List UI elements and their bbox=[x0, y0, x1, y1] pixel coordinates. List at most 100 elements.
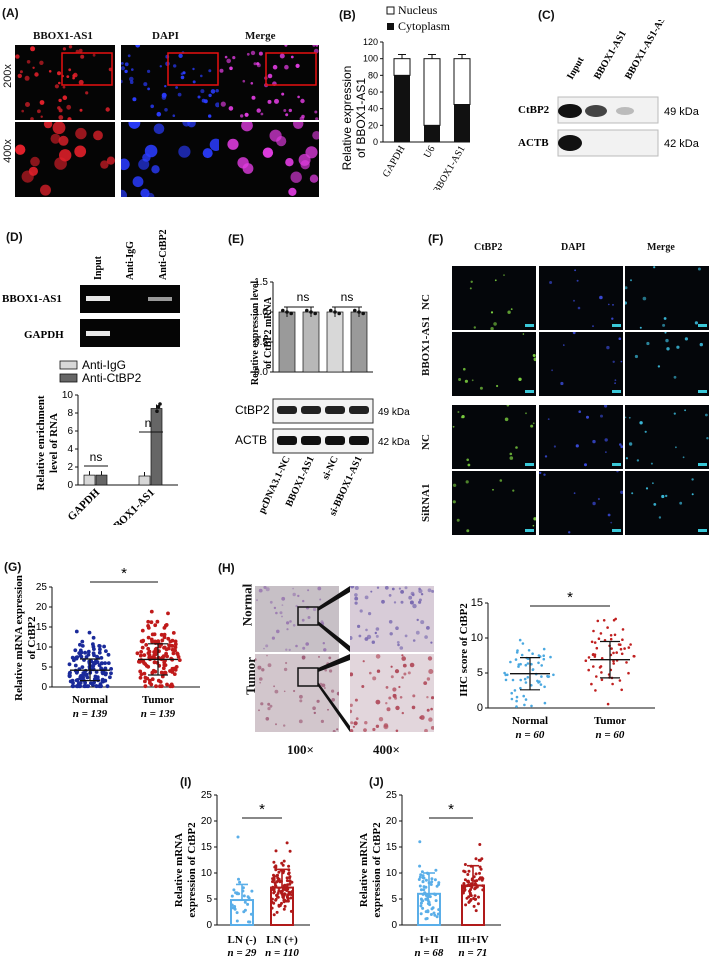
data-point bbox=[593, 655, 597, 658]
band-bbox1-anti-ctbp2 bbox=[148, 297, 172, 301]
data-point bbox=[270, 897, 274, 901]
data-point bbox=[428, 903, 432, 907]
data-point bbox=[74, 655, 79, 660]
scale-bar bbox=[612, 324, 621, 327]
data-point bbox=[510, 697, 514, 701]
data-point bbox=[430, 880, 434, 884]
data-point bbox=[71, 684, 75, 689]
data-point bbox=[435, 915, 439, 919]
data-point bbox=[161, 666, 166, 671]
y-tick-label: 40 bbox=[368, 104, 378, 114]
data-point bbox=[472, 904, 476, 908]
data-point bbox=[503, 671, 506, 675]
data-point bbox=[288, 882, 292, 886]
scale-bar bbox=[525, 529, 534, 532]
bar bbox=[350, 311, 368, 373]
panel-f-row-sirna1: SiRNA1 bbox=[420, 483, 432, 522]
data-point bbox=[102, 644, 106, 649]
data-point bbox=[437, 908, 441, 912]
data-point bbox=[538, 680, 541, 683]
data-point bbox=[473, 879, 477, 883]
bar-anti-igg bbox=[138, 475, 151, 486]
data-point bbox=[463, 863, 467, 866]
data-point bbox=[520, 653, 524, 657]
scale-bar bbox=[698, 324, 707, 327]
data-point bbox=[285, 876, 289, 880]
data-point bbox=[231, 906, 235, 910]
lane-input: Input bbox=[93, 255, 104, 280]
data-point bbox=[288, 849, 292, 853]
data-point bbox=[143, 679, 147, 684]
data-point bbox=[91, 635, 96, 640]
data-point bbox=[587, 656, 591, 659]
data-point bbox=[230, 903, 234, 907]
panel-e-chart: Relative expression level of CtBP2 mRNA … bbox=[235, 277, 410, 518]
data-point bbox=[138, 653, 143, 658]
data-point bbox=[473, 887, 477, 891]
data-point bbox=[480, 876, 484, 880]
fluorescence-ctbp2-r1 bbox=[452, 332, 536, 396]
data-point bbox=[511, 678, 515, 682]
panel-b-label: (B) bbox=[339, 8, 356, 22]
panel-a-row-label-200x: 200x bbox=[1, 64, 14, 88]
y-tick-label: 2 bbox=[67, 462, 73, 473]
data-point bbox=[274, 898, 278, 902]
data-point bbox=[621, 638, 624, 641]
x-tick-label: Normal bbox=[72, 694, 108, 706]
y-tick-label: 25 bbox=[386, 790, 398, 801]
y-tick-label: 15 bbox=[471, 597, 483, 609]
panel-e-sig-1: ns bbox=[297, 290, 310, 304]
sig-marker: * bbox=[259, 801, 265, 818]
data-point bbox=[464, 903, 468, 907]
data-point bbox=[429, 883, 433, 886]
data-point bbox=[146, 646, 151, 651]
y-tick-label: 10 bbox=[386, 868, 398, 879]
data-point bbox=[75, 678, 80, 682]
y-tick-label: 6 bbox=[67, 426, 73, 437]
data-point bbox=[158, 680, 163, 684]
data-point bbox=[526, 676, 530, 679]
data-point bbox=[434, 899, 438, 903]
y-tick-label: 5 bbox=[206, 894, 212, 905]
data-point bbox=[162, 671, 166, 675]
data-point bbox=[478, 865, 482, 869]
data-point bbox=[546, 675, 550, 679]
data-point bbox=[593, 641, 597, 644]
data-point bbox=[77, 684, 82, 689]
data-point bbox=[481, 884, 485, 888]
data-point bbox=[509, 660, 512, 664]
data-point bbox=[153, 650, 158, 655]
data-point bbox=[155, 409, 159, 413]
data-point bbox=[289, 909, 293, 913]
data-point bbox=[620, 652, 624, 656]
data-point bbox=[537, 661, 540, 665]
data-point bbox=[477, 895, 480, 899]
y-tick-label: 1.5 bbox=[254, 277, 268, 288]
data-point bbox=[422, 885, 426, 889]
data-point bbox=[478, 871, 481, 875]
data-point bbox=[272, 901, 276, 905]
data-point bbox=[587, 668, 590, 672]
bar-cytoplasm bbox=[424, 125, 440, 142]
data-point bbox=[333, 310, 337, 314]
data-point bbox=[281, 895, 285, 899]
y-tick-label: 0 bbox=[206, 920, 212, 931]
bar-anti-ctbp2 bbox=[95, 474, 108, 486]
x-tick-label: GAPDH bbox=[381, 144, 408, 179]
data-point bbox=[159, 642, 164, 647]
bar bbox=[326, 311, 344, 373]
band-ctbp2-input bbox=[558, 104, 582, 118]
data-point bbox=[600, 657, 604, 660]
panel-c-label: (C) bbox=[538, 8, 555, 22]
group-n-label: n = 139 bbox=[73, 708, 108, 720]
data-point bbox=[542, 654, 545, 657]
data-point bbox=[518, 638, 522, 642]
data-point bbox=[79, 650, 84, 655]
data-point bbox=[103, 661, 107, 665]
data-point bbox=[590, 682, 593, 686]
panel-d-rip: Input Anti-IgG Anti-CtBP2 BBOX1-AS1 GAPD… bbox=[2, 229, 180, 525]
data-point bbox=[140, 628, 145, 633]
scale-bar bbox=[698, 390, 707, 393]
data-point bbox=[475, 885, 479, 889]
data-point bbox=[524, 681, 528, 684]
